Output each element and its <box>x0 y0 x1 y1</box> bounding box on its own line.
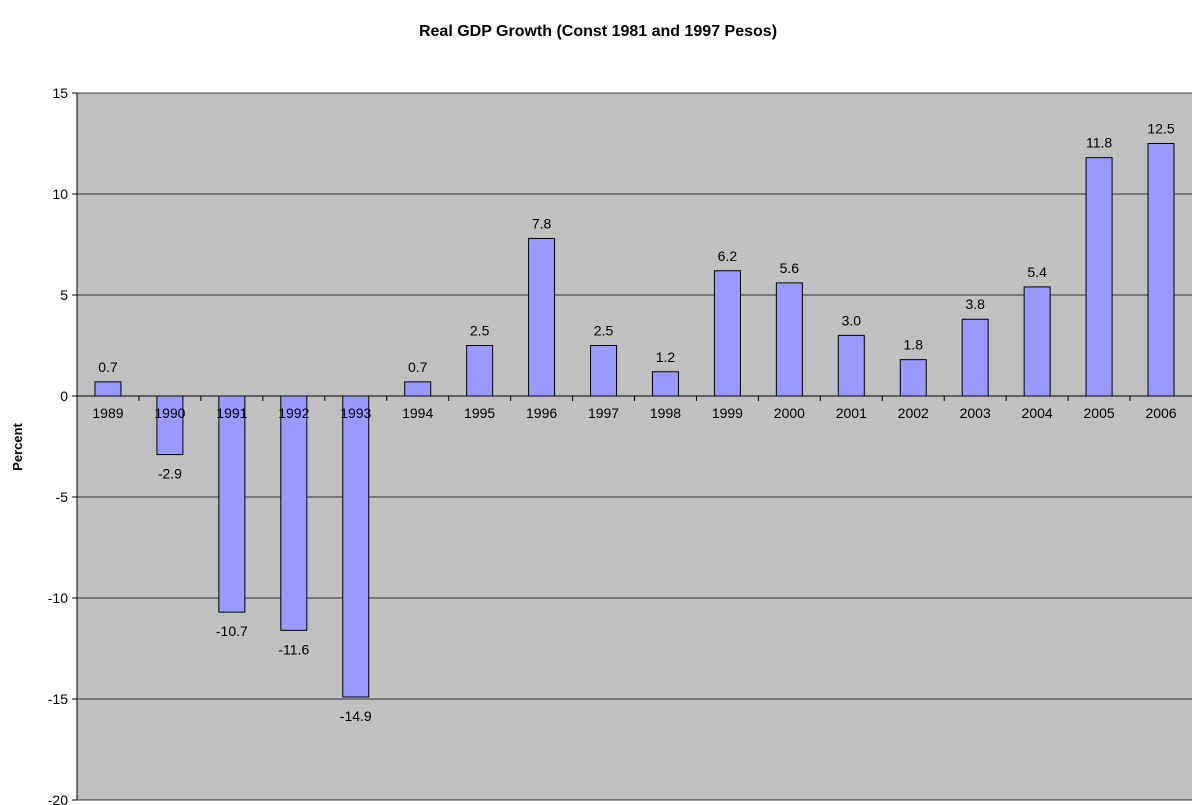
x-tick-label: 1994 <box>402 405 433 421</box>
data-label: 3.0 <box>842 312 862 328</box>
bar-2001 <box>837 334 865 397</box>
data-label: 3.8 <box>965 296 985 312</box>
bar-1990 <box>156 395 184 456</box>
x-axis-ticks: 1989 1990 1991 1992 1993 1994 1995 1996 1997 1998… <box>76 396 1177 421</box>
bar-1997 <box>590 345 618 397</box>
data-label: 0.7 <box>98 359 118 375</box>
bar-1993 <box>342 395 370 698</box>
data-label: 1.2 <box>656 349 676 365</box>
x-tick-label: 1991 <box>216 405 247 421</box>
data-label: -11.6 <box>278 641 309 657</box>
x-tick-label: 1990 <box>154 405 185 421</box>
y-tick-label: -20 <box>48 792 68 805</box>
data-label: 2.5 <box>470 323 490 339</box>
data-label: 5.4 <box>1027 264 1047 280</box>
data-label: 0.7 <box>408 359 428 375</box>
y-tick-label: 15 <box>52 85 68 101</box>
axes <box>76 93 1192 800</box>
data-label: 1.8 <box>904 337 924 353</box>
bar-2006 <box>1147 143 1175 397</box>
bar-1994 <box>404 381 432 397</box>
y-axis-ticks: 15 10 5 0 -5 -10 -15 -20 <box>48 85 77 805</box>
bar-2004 <box>1023 286 1051 397</box>
bar-1995 <box>466 345 494 397</box>
x-tick-label: 1998 <box>650 405 681 421</box>
bar-1991 <box>218 395 246 613</box>
y-tick-label: -10 <box>48 590 68 606</box>
x-tick-label: 1995 <box>464 405 495 421</box>
y-tick-label: 5 <box>60 287 68 303</box>
y-axis-title: Percent <box>10 422 25 470</box>
data-label: -10.7 <box>216 623 248 639</box>
bar-1999 <box>713 270 741 397</box>
bar-1996 <box>528 237 556 397</box>
y-tick-label: 10 <box>52 186 68 202</box>
bar-2003 <box>961 318 989 397</box>
y-tick-label: 0 <box>60 388 68 404</box>
data-label: 2.5 <box>594 323 614 339</box>
bar-1989 <box>94 381 122 397</box>
bars <box>94 143 1175 698</box>
data-labels: 0.7 -2.9 -10.7 -11.6 -14.9 0.7 2.5 7.8 2.5 1.2 6.2… <box>98 121 1175 724</box>
data-label: 7.8 <box>532 215 552 231</box>
x-tick-label: 1999 <box>712 405 743 421</box>
data-label: 5.6 <box>780 260 800 276</box>
chart-title: Real GDP Growth (Const 1981 and 1997 Pes… <box>419 23 777 40</box>
y-tick-label: -15 <box>48 691 68 707</box>
data-label: -14.9 <box>340 708 372 724</box>
data-label: -2.9 <box>158 466 182 482</box>
bar-2002 <box>899 359 927 397</box>
x-tick-label: 1993 <box>340 405 371 421</box>
bar-1992 <box>280 395 308 631</box>
x-tick-label: 1992 <box>278 405 309 421</box>
x-tick-label: 1997 <box>588 405 619 421</box>
data-label: 12.5 <box>1147 121 1174 137</box>
data-label: 11.8 <box>1086 135 1112 151</box>
x-tick-label: 2005 <box>1084 405 1115 421</box>
x-tick-label: 2000 <box>774 405 805 421</box>
data-label: 6.2 <box>718 248 738 264</box>
x-tick-label: 2002 <box>898 405 929 421</box>
bar-2000 <box>775 282 803 397</box>
x-tick-label: 2004 <box>1022 405 1053 421</box>
plot-area <box>77 93 1192 800</box>
y-tick-label: -5 <box>56 489 69 505</box>
x-tick-label: 2006 <box>1145 405 1176 421</box>
bar-2005 <box>1085 157 1113 397</box>
bar-1998 <box>651 371 679 397</box>
x-tick-label: 1996 <box>526 405 557 421</box>
x-tick-label: 2003 <box>960 405 991 421</box>
x-tick-label: 1989 <box>92 405 123 421</box>
x-tick-label: 2001 <box>836 405 867 421</box>
